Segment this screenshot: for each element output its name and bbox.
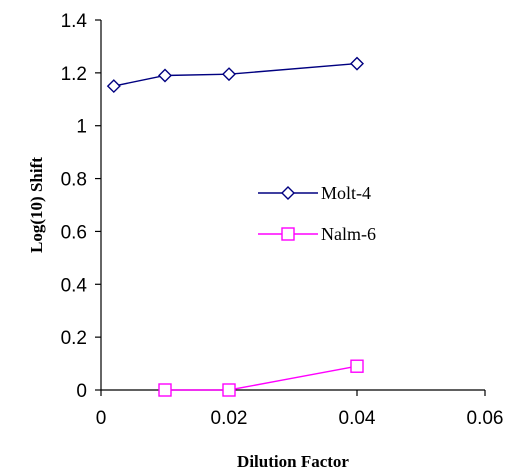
x-tick-label: 0 [96,408,107,429]
y-tick-label: 0.6 [61,222,87,243]
data-point-nalm-6 [222,383,236,397]
legend-item-molt-4: Molt-4 [258,183,371,203]
x-axis-title: Dilution Factor [237,452,349,471]
x-axis-ticks: 0 0.02 0.04 0.06 [96,390,504,429]
data-point-molt-4 [158,68,172,83]
data-point-molt-4 [222,67,236,82]
x-tick-label: 0.02 [211,408,248,429]
data-point-nalm-6 [158,383,172,397]
y-tick-label: 1.4 [61,11,88,32]
y-axis-title: Log(10) Shift [27,157,46,253]
series-molt-4 [106,56,364,94]
legend-marker-molt-4 [281,186,295,200]
legend-marker-nalm-6 [281,227,295,241]
legend-label-nalm-6: Nalm-6 [321,224,376,244]
y-tick-label: 1 [76,117,87,138]
series-line-nalm-6 [165,365,358,391]
data-point-nalm-6 [350,359,364,373]
y-axis-ticks: 0 0.2 0.4 0.6 0.8 1 1.2 1.4 [61,11,101,402]
y-tick-label: 0.4 [61,275,88,296]
y-tick-label: 0 [76,381,87,402]
y-tick-label: 0.2 [61,328,87,349]
series-line-molt-4 [113,62,358,87]
x-tick-label: 0.06 [467,408,504,429]
y-tick-label: 1.2 [61,64,87,85]
legend-item-nalm-6: Nalm-6 [258,224,376,244]
series-layer [106,56,364,397]
legend: Molt-4 Nalm-6 [258,183,376,244]
series-nalm-6 [158,359,364,397]
legend-label-molt-4: Molt-4 [321,183,371,203]
data-point-molt-4 [350,56,364,71]
data-point-molt-4 [106,79,121,94]
y-tick-label: 0.8 [61,170,87,191]
x-tick-label: 0.04 [339,408,376,429]
